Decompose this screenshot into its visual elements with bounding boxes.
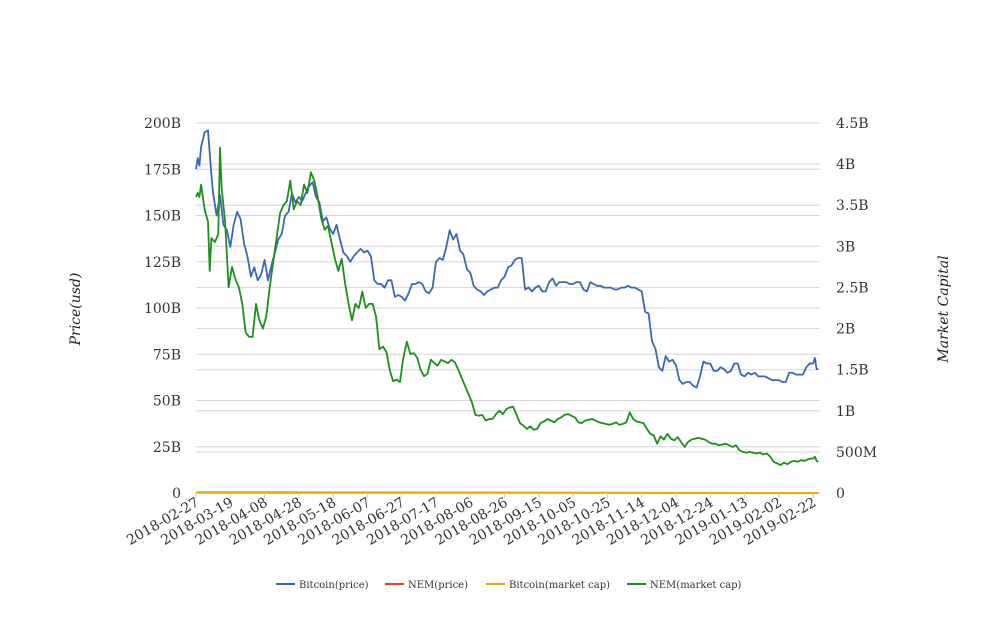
series-lines bbox=[196, 130, 818, 493]
right-tick-label: 0 bbox=[836, 486, 845, 502]
right-tick-label: 3.5B bbox=[836, 198, 869, 214]
left-tick-label: 75B bbox=[153, 347, 181, 363]
left-tick-label: 50B bbox=[153, 394, 181, 410]
x-axis: 2018-02-272018-03-192018-04-082018-04-28… bbox=[124, 493, 819, 549]
legend-label: Bitcoin(price) bbox=[299, 580, 369, 591]
left-tick-label: 125B bbox=[144, 255, 181, 271]
right-tick-label: 2.5B bbox=[836, 280, 869, 296]
right-axis-title: Market Capital bbox=[936, 255, 952, 363]
left-tick-label: 175B bbox=[144, 162, 181, 178]
right-tick-label: 1B bbox=[836, 404, 855, 420]
left-tick-label: 0 bbox=[172, 486, 181, 502]
legend: Bitcoin(price) NEM(price) Bitcoin(market c… bbox=[276, 580, 742, 591]
grid-lines bbox=[196, 123, 820, 493]
right-tick-label: 3B bbox=[836, 239, 855, 255]
legend-label: NEM(price) bbox=[408, 580, 468, 591]
left-tick-label: 25B bbox=[153, 440, 181, 456]
right-tick-label: 4.5B bbox=[836, 116, 869, 132]
left-tick-label: 150B bbox=[144, 209, 181, 225]
right-tick-label: 4B bbox=[836, 157, 855, 173]
right-y-axis: 0 500M 1B 1.5B 2B 2.5B 3B 3.5B 4B 4.5B bbox=[836, 116, 877, 502]
right-tick-label: 500M bbox=[836, 445, 877, 461]
left-axis-title: Price(usd) bbox=[68, 273, 84, 347]
left-tick-label: 100B bbox=[144, 301, 181, 317]
series-line-nem-market-cap bbox=[196, 148, 818, 465]
left-tick-label: 200B bbox=[144, 116, 181, 132]
right-tick-label: 1.5B bbox=[836, 363, 869, 379]
right-tick-label: 2B bbox=[836, 322, 855, 338]
legend-label: Bitcoin(market cap) bbox=[509, 580, 610, 591]
legend-label: NEM(market cap) bbox=[650, 580, 742, 591]
left-y-axis: 0 25B 50B 75B 100B 125B 150B 175B 200B bbox=[144, 116, 181, 502]
